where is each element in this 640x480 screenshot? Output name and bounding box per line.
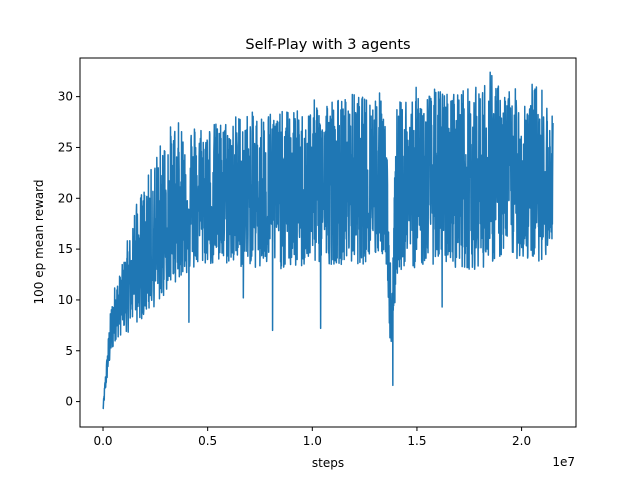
y-tick-label: 20 [58,191,73,205]
plot-area [102,71,554,410]
y-axis-label: 100 ep mean reward [32,180,46,305]
plot-frame [79,57,577,428]
y-tick-label: 0 [65,395,73,409]
chart-title: Self-Play with 3 agents [245,37,410,53]
y-tick-label: 25 [58,140,73,154]
x-tick-label: 0.0 [93,434,112,448]
y-tick-label: 30 [58,90,73,104]
x-tick-label: 1.0 [303,434,322,448]
series-line [102,71,554,410]
x-tick-label: 2.0 [512,434,531,448]
x-axis-ticks: 0.0 0.5 1.0 1.5 2.0 [93,427,531,448]
x-tick-label: 0.5 [198,434,217,448]
y-tick-label: 10 [58,293,73,307]
y-tick-label: 15 [58,242,73,256]
y-axis-ticks: 0 5 10 15 20 25 30 [58,90,80,409]
x-axis-offset-label: 1e7 [552,455,575,469]
x-tick-label: 1.5 [407,434,426,448]
x-axis-label: steps [312,456,344,470]
y-tick-label: 5 [65,344,73,358]
